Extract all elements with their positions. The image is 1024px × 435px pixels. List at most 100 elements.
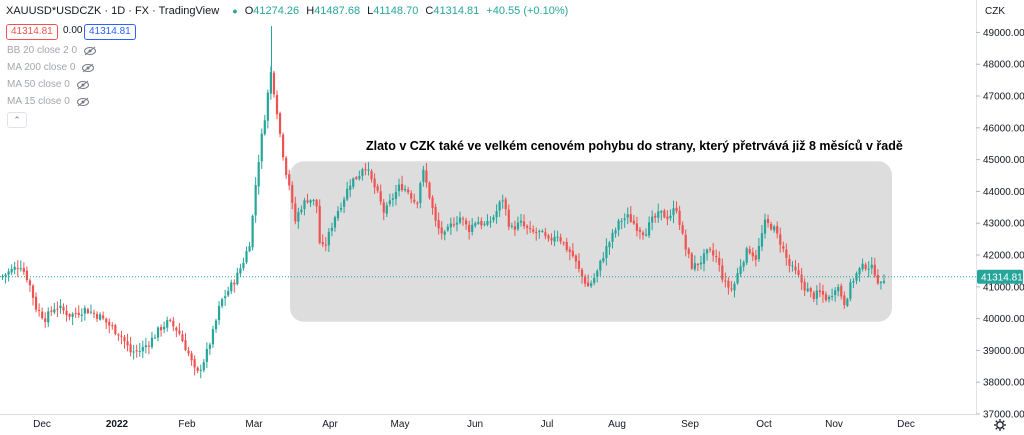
eye-off-icon[interactable] bbox=[83, 46, 97, 56]
indicator-ma200[interactable]: MA 200 close 0 bbox=[7, 62, 95, 73]
candle-body bbox=[208, 344, 211, 349]
gear-icon[interactable] bbox=[994, 419, 1006, 431]
candle-body bbox=[599, 260, 602, 271]
candle-body bbox=[361, 169, 364, 177]
candle-body bbox=[269, 72, 272, 94]
x-tick-label: Mar bbox=[245, 419, 263, 430]
symbol-title[interactable]: XAUUSD*USDCZK · 1D · FX bbox=[6, 5, 150, 17]
candle-body bbox=[251, 215, 254, 248]
candle-body bbox=[440, 227, 443, 234]
candle-body bbox=[263, 120, 266, 135]
y-tick-label: 40000.00 bbox=[983, 314, 1024, 325]
candle-body bbox=[434, 207, 437, 221]
candle-body bbox=[86, 309, 89, 314]
indicator-ma15[interactable]: MA 15 close 0 bbox=[7, 96, 90, 107]
candle-body bbox=[669, 215, 672, 219]
candle-body bbox=[458, 217, 462, 223]
buy-price-box[interactable]: 41314.81 bbox=[84, 24, 136, 40]
eye-off-icon[interactable] bbox=[76, 97, 90, 107]
indicator-bb[interactable]: BB 20 close 2 0 bbox=[7, 45, 97, 56]
candle-body bbox=[617, 220, 620, 230]
candle-body bbox=[184, 340, 187, 350]
candle-body bbox=[590, 283, 593, 286]
candle-body bbox=[553, 236, 556, 242]
candle-body bbox=[13, 266, 16, 270]
y-tick-label: 47000.00 bbox=[983, 92, 1024, 103]
candle-body bbox=[410, 193, 413, 199]
y-tick-label: 48000.00 bbox=[983, 60, 1024, 71]
candle-body bbox=[632, 220, 635, 224]
candle-body bbox=[144, 345, 147, 348]
candle-body bbox=[272, 72, 276, 95]
candle-body bbox=[827, 296, 831, 300]
ohlc-low-key: L bbox=[367, 5, 374, 17]
candle-body bbox=[651, 216, 654, 223]
last-price-tag[interactable] bbox=[977, 269, 1023, 284]
candle-body bbox=[486, 221, 489, 225]
ohlc-close-key: C bbox=[425, 5, 434, 17]
candle-body bbox=[108, 321, 111, 326]
eye-off-icon[interactable] bbox=[81, 63, 95, 73]
candle-body bbox=[1, 276, 4, 278]
candle-body bbox=[22, 268, 25, 272]
candle-body bbox=[498, 201, 501, 211]
y-tick-label: 44000.00 bbox=[983, 187, 1024, 198]
candle-body bbox=[556, 236, 559, 238]
candle-body bbox=[547, 235, 550, 239]
candle-body bbox=[129, 344, 132, 353]
candle-body bbox=[532, 229, 535, 232]
price-axis-panel[interactable] bbox=[976, 0, 1024, 435]
candle-body bbox=[330, 227, 333, 232]
candle-body bbox=[190, 353, 193, 361]
candle-body bbox=[446, 226, 449, 231]
candle-body bbox=[352, 178, 355, 187]
candle-body bbox=[92, 312, 96, 314]
candle-body bbox=[297, 212, 300, 222]
candle-body bbox=[99, 314, 102, 320]
candle-body bbox=[382, 202, 385, 213]
candle-body bbox=[712, 250, 715, 256]
candle-body bbox=[166, 320, 169, 328]
x-tick-label: Jul bbox=[541, 419, 554, 430]
candle-body bbox=[388, 200, 391, 205]
eye-off-icon[interactable] bbox=[76, 80, 90, 90]
candle-body bbox=[367, 169, 370, 171]
collapse-indicators-button[interactable]: ⌃ bbox=[7, 112, 27, 128]
candle-body bbox=[629, 214, 632, 222]
candle-body bbox=[89, 311, 93, 313]
candle-body bbox=[861, 263, 864, 270]
candle-body bbox=[596, 270, 599, 277]
candle-body bbox=[721, 265, 724, 280]
candle-body bbox=[492, 217, 495, 221]
candle-body bbox=[882, 280, 886, 283]
candle-body bbox=[355, 177, 358, 179]
indicator-label: MA 50 close 0 bbox=[7, 79, 70, 90]
candle-body bbox=[831, 295, 834, 297]
candle-body bbox=[660, 211, 663, 213]
candle-body bbox=[754, 255, 757, 260]
candle-body bbox=[153, 337, 157, 339]
candle-body bbox=[474, 223, 477, 226]
candle-body bbox=[294, 203, 297, 222]
candle-body bbox=[718, 257, 721, 266]
y-tick-label: 37000.00 bbox=[983, 410, 1024, 421]
candle-body bbox=[248, 246, 251, 252]
ohlc-open-key: O bbox=[244, 5, 254, 17]
candle-body bbox=[117, 334, 120, 336]
candle-body bbox=[465, 220, 468, 225]
candle-body bbox=[163, 326, 166, 330]
y-tick-label: 38000.00 bbox=[983, 378, 1024, 389]
candle-body bbox=[858, 268, 861, 275]
candle-body bbox=[147, 345, 150, 347]
candle-body bbox=[605, 246, 608, 259]
sell-price-box[interactable]: 41314.81 bbox=[6, 24, 58, 40]
x-tick-label: Dec bbox=[897, 419, 915, 430]
candle-body bbox=[266, 92, 269, 121]
indicator-ma50[interactable]: MA 50 close 0 bbox=[7, 79, 90, 90]
candle-body bbox=[178, 330, 181, 334]
candle-body bbox=[855, 273, 858, 281]
candle-body bbox=[404, 188, 407, 191]
candle-body bbox=[68, 314, 71, 317]
candle-body bbox=[471, 224, 474, 232]
